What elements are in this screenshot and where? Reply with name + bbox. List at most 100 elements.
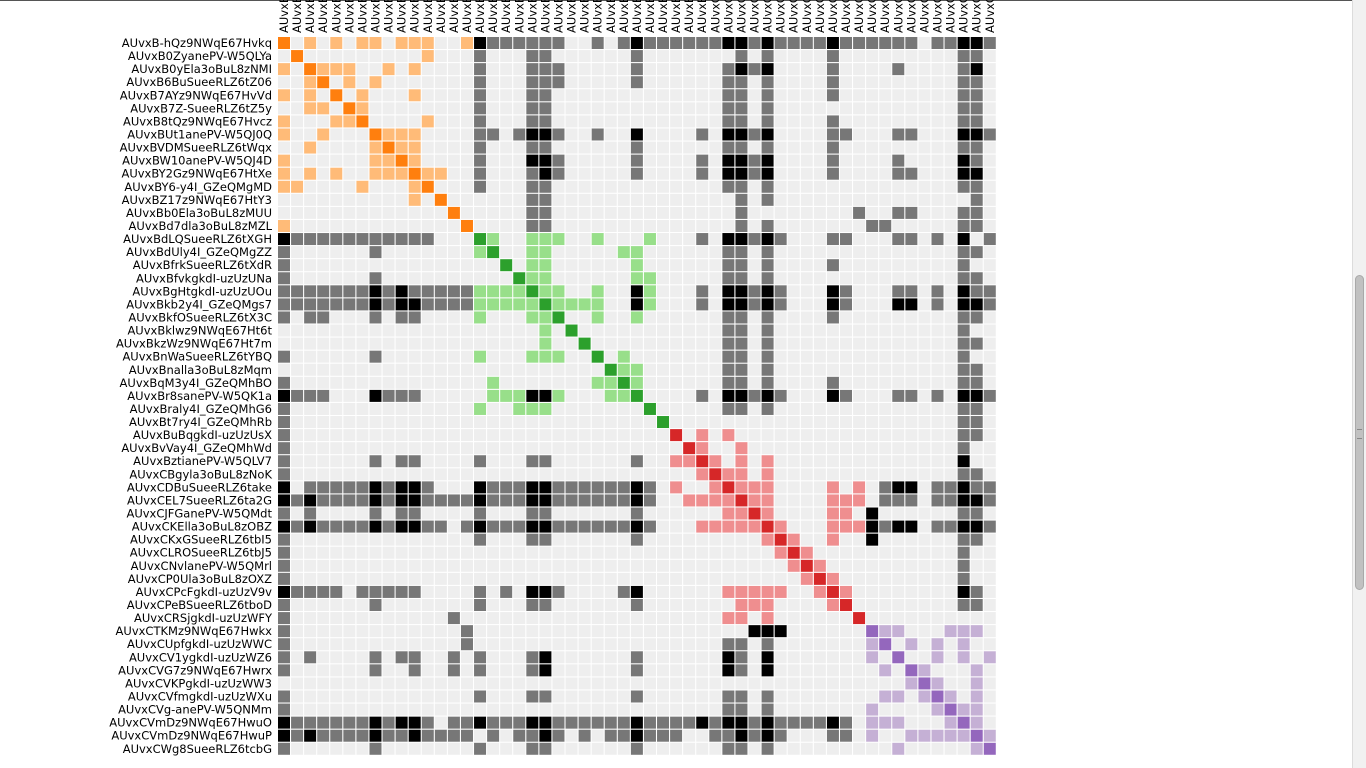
matrix-cell (696, 63, 709, 76)
matrix-cell (748, 50, 761, 63)
matrix-cell (670, 285, 683, 298)
matrix-cell (526, 429, 539, 442)
matrix-cell (369, 324, 382, 337)
matrix-cell (630, 559, 643, 572)
matrix-cell (683, 429, 696, 442)
matrix-cell (500, 651, 513, 664)
matrix-cell (421, 376, 434, 389)
matrix-cell (722, 389, 735, 402)
matrix-cell (905, 154, 918, 167)
matrix-cell (944, 559, 957, 572)
matrix-cell (369, 559, 382, 572)
matrix-cell (748, 533, 761, 546)
matrix-cell (957, 115, 970, 128)
matrix-cell (800, 625, 813, 638)
matrix-cell (291, 494, 304, 507)
matrix-cell (826, 115, 839, 128)
matrix-cell (382, 37, 395, 49)
matrix-cell (944, 599, 957, 612)
matrix-cell (460, 664, 473, 677)
matrix-cell (683, 703, 696, 716)
matrix-cell (931, 285, 944, 298)
matrix-cell (905, 690, 918, 703)
matrix-cell (957, 128, 970, 141)
matrix-cell (304, 703, 317, 716)
matrix-cell (944, 520, 957, 533)
matrix-cell (657, 389, 670, 402)
column-label: AUvxCEL7SueeRLZ6ta2G (734, 0, 748, 33)
matrix-cell (879, 272, 892, 285)
matrix-cell (735, 259, 748, 272)
matrix-cell (343, 638, 356, 651)
matrix-cell (840, 376, 853, 389)
matrix-cell (800, 285, 813, 298)
matrix-cell (866, 651, 879, 664)
matrix-cell (526, 219, 539, 232)
matrix-cell (500, 389, 513, 402)
matrix-cell (931, 102, 944, 115)
matrix-cell (356, 246, 369, 259)
matrix-cell (970, 664, 983, 677)
matrix-cell (474, 285, 487, 298)
matrix-cell (317, 154, 330, 167)
matrix-cell (931, 246, 944, 259)
matrix-cell (931, 259, 944, 272)
scrollbar-grip-icon (1357, 429, 1362, 439)
matrix-cell (800, 468, 813, 481)
matrix-cell (931, 664, 944, 677)
matrix-cell (918, 298, 931, 311)
matrix-cell (591, 520, 604, 533)
matrix-cell (866, 494, 879, 507)
matrix-cell (905, 402, 918, 415)
matrix-cell (500, 599, 513, 612)
matrix-cell (866, 468, 879, 481)
matrix-cell (813, 154, 826, 167)
matrix-cell (617, 468, 630, 481)
matrix-cell (657, 402, 670, 415)
matrix-cell (565, 272, 578, 285)
matrix-cell (722, 128, 735, 141)
matrix-cell (304, 50, 317, 63)
matrix-cell (460, 638, 473, 651)
matrix-cell (826, 89, 839, 102)
matrix-cell (487, 716, 500, 729)
matrix-cell (421, 154, 434, 167)
matrix-cell (474, 507, 487, 520)
matrix-cell (552, 520, 565, 533)
matrix-cell (970, 572, 983, 585)
row-label: AUvxCP0Ula3oBuL8zOXZ (128, 572, 272, 586)
matrix-cell (474, 259, 487, 272)
matrix-cell (421, 193, 434, 206)
matrix-cell (382, 729, 395, 742)
matrix-cell (787, 167, 800, 180)
matrix-cell (748, 416, 761, 429)
matrix-cell (278, 141, 290, 154)
matrix-cell (696, 625, 709, 638)
matrix-cell (643, 546, 656, 559)
matrix-cell (408, 481, 421, 494)
matrix-cell (787, 102, 800, 115)
matrix-cell (761, 246, 774, 259)
matrix-cell (643, 233, 656, 246)
matrix-cell (578, 599, 591, 612)
matrix-cell (513, 246, 526, 259)
matrix-cell (474, 677, 487, 690)
matrix-cell (604, 246, 617, 259)
matrix-cell (356, 559, 369, 572)
matrix-cell (500, 703, 513, 716)
matrix-cell (291, 193, 304, 206)
matrix-cell (800, 402, 813, 415)
matrix-cell (944, 285, 957, 298)
matrix-cell (447, 638, 460, 651)
matrix-cell (382, 350, 395, 363)
matrix-cell (879, 703, 892, 716)
matrix-cell (761, 533, 774, 546)
matrix-cell (565, 76, 578, 89)
matrix-cell (539, 193, 552, 206)
matrix-cell (304, 233, 317, 246)
vertical-scrollbar[interactable] (1352, 0, 1366, 768)
matrix-cell (879, 520, 892, 533)
scrollbar-thumb[interactable] (1355, 275, 1364, 590)
matrix-cell (317, 50, 330, 63)
matrix-cell (918, 76, 931, 89)
